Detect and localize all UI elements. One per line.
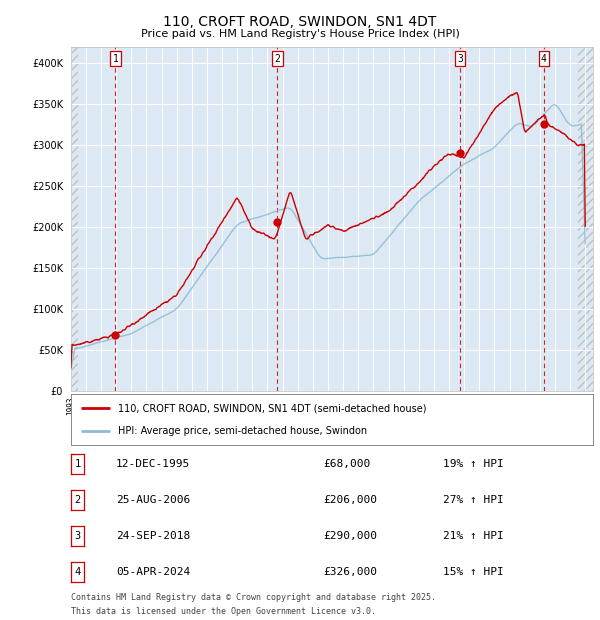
Text: £326,000: £326,000 — [323, 567, 377, 577]
Text: Price paid vs. HM Land Registry's House Price Index (HPI): Price paid vs. HM Land Registry's House … — [140, 29, 460, 39]
Bar — [578, 46, 593, 391]
Text: 3: 3 — [74, 531, 80, 541]
Text: 05-APR-2024: 05-APR-2024 — [116, 567, 190, 577]
Text: 27% ↑ HPI: 27% ↑ HPI — [443, 495, 503, 505]
Text: 1: 1 — [74, 459, 80, 469]
Text: 4: 4 — [74, 567, 80, 577]
Text: This data is licensed under the Open Government Licence v3.0.: This data is licensed under the Open Gov… — [71, 607, 376, 616]
Text: 110, CROFT ROAD, SWINDON, SN1 4DT: 110, CROFT ROAD, SWINDON, SN1 4DT — [163, 15, 437, 29]
Text: 24-SEP-2018: 24-SEP-2018 — [116, 531, 190, 541]
Text: 1: 1 — [112, 54, 118, 64]
Text: 2: 2 — [274, 54, 280, 64]
Text: 3: 3 — [457, 54, 463, 64]
Text: 2: 2 — [74, 495, 80, 505]
Text: Contains HM Land Registry data © Crown copyright and database right 2025.: Contains HM Land Registry data © Crown c… — [71, 593, 436, 603]
Text: £68,000: £68,000 — [323, 459, 370, 469]
Text: 12-DEC-1995: 12-DEC-1995 — [116, 459, 190, 469]
Text: 25-AUG-2006: 25-AUG-2006 — [116, 495, 190, 505]
Text: 19% ↑ HPI: 19% ↑ HPI — [443, 459, 503, 469]
Text: 21% ↑ HPI: 21% ↑ HPI — [443, 531, 503, 541]
Text: £206,000: £206,000 — [323, 495, 377, 505]
Text: 110, CROFT ROAD, SWINDON, SN1 4DT (semi-detached house): 110, CROFT ROAD, SWINDON, SN1 4DT (semi-… — [118, 403, 426, 413]
Text: 4: 4 — [541, 54, 547, 64]
Text: 15% ↑ HPI: 15% ↑ HPI — [443, 567, 503, 577]
Text: HPI: Average price, semi-detached house, Swindon: HPI: Average price, semi-detached house,… — [118, 427, 367, 436]
Text: £290,000: £290,000 — [323, 531, 377, 541]
Bar — [71, 46, 79, 391]
